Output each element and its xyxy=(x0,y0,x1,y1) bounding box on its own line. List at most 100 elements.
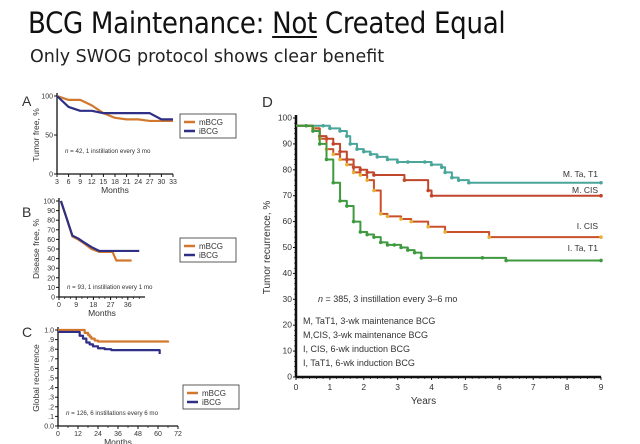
censor-marker xyxy=(385,243,390,247)
x-axis-title: Months xyxy=(88,308,116,318)
y-tick-label: 90 xyxy=(47,208,55,215)
x-tick-label: 9 xyxy=(74,302,78,309)
censor-marker xyxy=(311,129,315,133)
censor-marker xyxy=(331,142,336,146)
y-tick-label: 50 xyxy=(45,133,53,140)
y-tick-label: 0 xyxy=(51,295,55,302)
censor-marker xyxy=(358,173,363,177)
censor-marker xyxy=(480,256,485,260)
censor-marker xyxy=(365,178,369,182)
censor-marker xyxy=(450,175,454,180)
x-axis-title: Years xyxy=(411,396,436,407)
x-tick-label: 1 xyxy=(328,382,333,392)
x-tick-label: 0 xyxy=(56,431,60,438)
panel-c: C 0 12 24 36 48 60 72 0.0 .1 .2 .3 .4 .5 .6 .7 .8 .9 1.0 Mo… xyxy=(22,324,240,444)
y-tick-label: 0 xyxy=(49,172,53,179)
x-tick-label: 0 xyxy=(57,302,61,309)
y-tick-label: 40 xyxy=(47,256,55,263)
x-tick-label: 60 xyxy=(154,431,162,438)
y-axis-title: Disease free, % xyxy=(31,219,41,279)
legend-box xyxy=(179,237,237,263)
legend-note: M, TaT1, 3-wk maintenance BCG xyxy=(303,316,435,326)
y-tick-label: 40 xyxy=(283,268,293,278)
censor-marker xyxy=(331,180,336,185)
censor-marker xyxy=(355,147,359,151)
x-tick-label: 24 xyxy=(94,431,102,438)
censor-marker xyxy=(372,188,376,193)
y-tick-label: .5 xyxy=(48,376,54,383)
censor-marker xyxy=(378,212,383,216)
censor-marker xyxy=(361,149,366,154)
y-tick-label: 1.0 xyxy=(44,328,54,335)
censor-marker xyxy=(487,235,491,239)
annotation-n: n xyxy=(318,294,323,304)
legend-label: mBCG xyxy=(199,242,223,251)
series-label: I. Ta, T1 xyxy=(568,243,599,253)
censor-marker xyxy=(599,180,603,185)
censor-marker xyxy=(599,193,603,198)
censor-marker xyxy=(338,157,342,162)
y-tick-label: .2 xyxy=(48,404,54,411)
x-tick-label: 7 xyxy=(531,382,536,392)
x-tick-label: 36 xyxy=(114,431,122,438)
y-tick-label: 100 xyxy=(278,113,292,123)
x-tick-label: 15 xyxy=(100,179,108,186)
panel-d: D0 1 2 3 4 5 6 7 8 90102030405060708090100YearsTu… xyxy=(262,94,604,407)
censor-marker xyxy=(324,157,329,162)
y-tick-label: 30 xyxy=(47,266,55,273)
censor-marker xyxy=(375,155,380,159)
series-line-mbcg xyxy=(58,328,170,343)
legend-label: iBCG xyxy=(199,251,218,260)
slide-subtitle: Only SWOG protocol shows clear benefit xyxy=(30,47,385,67)
legend-note: I, TaT1, 6-wk induction BCG xyxy=(303,358,415,368)
censor-marker xyxy=(358,230,363,234)
censor-marker xyxy=(429,162,434,167)
y-tick-label: 0 xyxy=(287,372,292,382)
x-tick-label: 12 xyxy=(88,179,96,186)
censor-marker xyxy=(348,142,353,146)
y-tick-label: 100 xyxy=(43,199,55,206)
censor-marker xyxy=(467,180,471,185)
censor-marker xyxy=(429,193,434,198)
censor-marker xyxy=(392,243,397,247)
annotation-n: n xyxy=(67,284,71,291)
censor-marker xyxy=(358,168,363,172)
y-tick-label: 80 xyxy=(283,164,293,174)
censor-marker xyxy=(395,160,400,164)
censor-marker xyxy=(419,256,424,260)
censor-marker xyxy=(406,160,410,164)
censor-marker xyxy=(399,245,403,250)
series-line-i-tat1 xyxy=(296,124,601,262)
y-tick-label: 100 xyxy=(41,94,53,101)
slide-title: BCG Maintenance: Not Created Equal xyxy=(28,6,506,40)
x-tick-label: 48 xyxy=(134,431,142,438)
y-axis-title: Global recurrence xyxy=(31,344,41,412)
x-tick-label: 2 xyxy=(361,382,366,392)
x-axis-title: Months xyxy=(101,185,129,195)
annotation-text: = 93, 1 instillation every 1 mo xyxy=(70,284,153,291)
y-axis-title: Tumor free, % xyxy=(31,108,41,162)
y-axis-title: Tumor recurrence, % xyxy=(262,201,273,295)
x-tick-label: 36 xyxy=(124,302,132,309)
censor-marker xyxy=(328,126,332,131)
x-tick-label: 4 xyxy=(429,382,434,392)
legend-label: iBCG xyxy=(202,398,221,407)
y-tick-label: 50 xyxy=(47,247,55,254)
x-tick-label: 9 xyxy=(78,179,82,186)
x-tick-label: 21 xyxy=(123,179,131,186)
annotation-text: = 385, 3 instillation every 3–6 mo xyxy=(323,294,457,304)
title-part: Created Equal xyxy=(316,6,506,40)
censor-marker xyxy=(345,204,349,208)
legend-label: mBCG xyxy=(199,118,223,127)
censor-marker xyxy=(304,123,308,128)
censor-marker xyxy=(399,217,403,221)
y-tick-label: 30 xyxy=(283,294,293,304)
x-tick-label: 6 xyxy=(497,382,502,392)
y-tick-label: 70 xyxy=(47,227,55,234)
censor-marker xyxy=(331,152,336,157)
censor-marker xyxy=(338,129,342,133)
x-axis-title: Months xyxy=(104,437,132,444)
censor-marker xyxy=(426,188,430,193)
x-tick-label: 33 xyxy=(169,179,177,186)
